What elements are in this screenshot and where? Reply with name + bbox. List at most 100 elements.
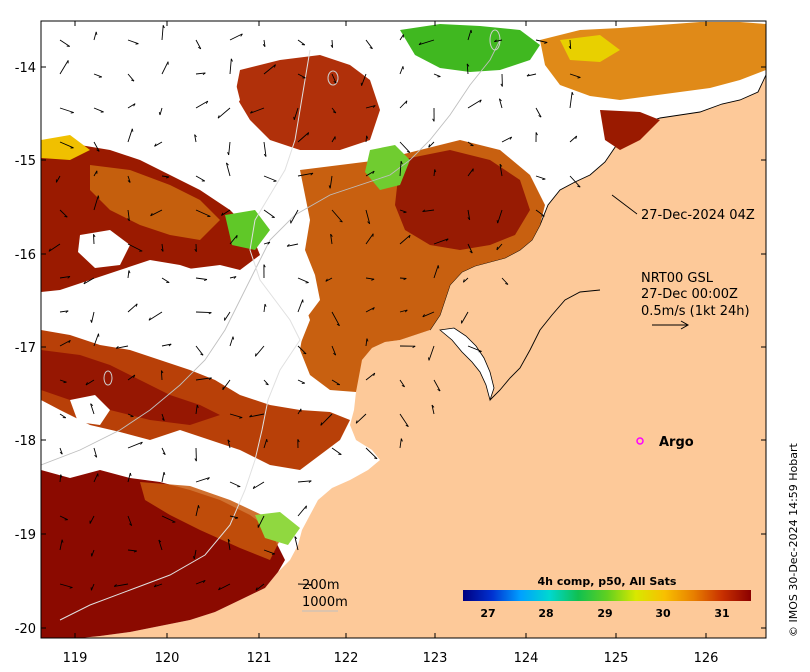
current-vector <box>297 583 312 586</box>
current-vector-head <box>226 162 229 166</box>
current-vector <box>497 209 503 224</box>
current-vector-head <box>236 235 238 239</box>
current-vector-head <box>252 485 255 489</box>
current-vector-head <box>320 422 323 426</box>
current-vector <box>467 99 482 109</box>
current-vector-head <box>445 238 449 242</box>
current-vector-head <box>307 132 310 136</box>
current-vector-head <box>305 505 307 509</box>
current-vector <box>93 234 95 245</box>
current-vector <box>195 477 210 483</box>
current-vector <box>569 39 572 49</box>
current-vector <box>399 161 402 177</box>
current-vector <box>195 100 209 109</box>
x-tick-label: 124 <box>514 651 539 666</box>
land-mass <box>80 75 766 638</box>
current-vector <box>116 345 129 349</box>
current-vector <box>365 447 378 460</box>
current-vector-head <box>577 76 581 79</box>
current-vector-head <box>95 31 98 35</box>
current-vector-head <box>200 353 204 356</box>
cloud-gap-1 <box>165 265 310 365</box>
current-vector <box>294 536 299 551</box>
current-vector-head <box>59 451 63 455</box>
current-vector <box>93 170 98 177</box>
current-vector <box>249 413 265 418</box>
current-vector-head <box>405 424 409 427</box>
x-tick-label: 121 <box>247 651 272 666</box>
current-vector <box>127 39 139 45</box>
current-vector-head <box>418 42 422 46</box>
plot-frame <box>40 20 767 639</box>
reef-outline-2 <box>327 70 339 86</box>
current-vector-head <box>127 218 130 222</box>
current-vector <box>569 135 578 143</box>
current-vector-head <box>406 151 410 153</box>
colorbar: 4h comp, p50, All Sats 27 28 29 30 31 <box>463 575 751 620</box>
current-vector <box>127 303 138 313</box>
current-vector-head <box>90 403 94 407</box>
current-vector <box>433 238 449 245</box>
current-vector-head <box>405 100 408 104</box>
current-vector <box>535 107 542 118</box>
current-vector <box>59 107 74 113</box>
current-vector-head <box>297 439 300 443</box>
current-scale-arrow <box>652 320 690 330</box>
current-vector <box>297 408 302 415</box>
current-vector <box>229 58 232 75</box>
current-vector-head <box>161 370 164 374</box>
current-vector-head <box>526 73 530 77</box>
sst-patch-north <box>235 55 380 150</box>
current-vector <box>59 474 62 483</box>
sst-patch-northwest-orange <box>90 165 220 240</box>
current-vector <box>195 505 199 517</box>
current-vector <box>494 39 503 43</box>
current-vector-head <box>202 580 206 583</box>
current-vector-head <box>192 556 195 560</box>
current-vector-head <box>168 343 172 347</box>
current-vector-head <box>366 338 369 342</box>
current-vector <box>161 25 164 41</box>
current-vector-head <box>133 550 137 553</box>
current-vector <box>501 277 509 285</box>
current-vector <box>320 413 333 426</box>
current-vector-head <box>113 584 117 587</box>
current-vector <box>297 73 306 79</box>
current-vector <box>161 343 172 347</box>
current-vector <box>161 61 169 75</box>
current-vector-head <box>367 221 371 225</box>
y-tick-labels: -14 -15 -16 -17 -18 -19 -20 <box>15 61 36 637</box>
current-vector-head <box>263 264 266 268</box>
current-vector-head <box>204 279 208 282</box>
current-vector <box>263 141 267 157</box>
current-vector-head <box>254 353 257 357</box>
current-vector <box>365 233 374 245</box>
current-vector-head <box>250 110 253 114</box>
current-vector <box>48 243 61 252</box>
current-vector <box>467 29 472 41</box>
current-vector <box>330 234 333 245</box>
current-vector-head <box>575 135 578 140</box>
current-vector <box>569 73 581 78</box>
current-vector-head <box>140 441 143 445</box>
current-vector <box>161 277 170 283</box>
current-vector <box>297 480 312 483</box>
current-vector-head <box>64 215 68 218</box>
current-vector <box>93 141 100 152</box>
current-vector <box>229 235 238 245</box>
current-vector <box>127 243 143 252</box>
current-vector-head <box>293 116 295 120</box>
current-vector <box>59 310 69 313</box>
credit-text: © IMOS 30-Dec-2024 14:59 Hobart <box>787 442 800 637</box>
current-vector-head <box>264 303 267 307</box>
current-vector-head <box>65 310 69 313</box>
current-vector-head <box>227 152 230 156</box>
current-vector <box>59 515 68 521</box>
current-vector <box>331 379 341 386</box>
x-tick-label: 125 <box>604 651 629 666</box>
sst-patch-green-north <box>400 24 540 72</box>
current-vector <box>399 277 407 279</box>
current-vector-head <box>230 58 233 62</box>
current-vector <box>59 340 71 347</box>
current-vector <box>467 209 471 220</box>
